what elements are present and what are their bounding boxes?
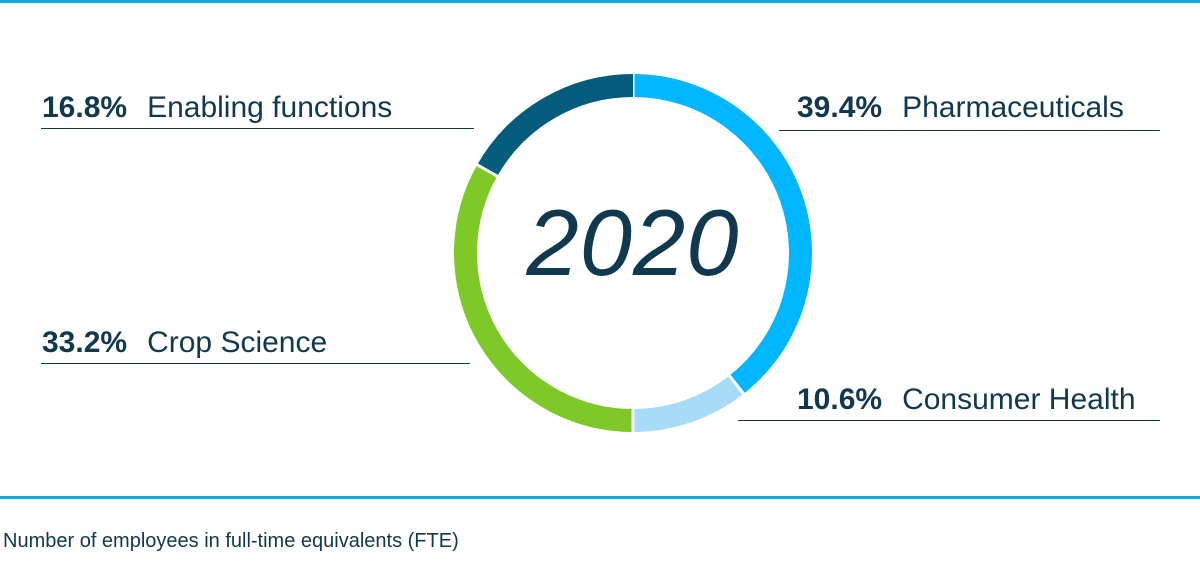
bottom-rule [0,496,1200,499]
slice-name-crop-science: Crop Science [147,326,328,359]
slice-name-consumer-health: Consumer Health [902,383,1136,416]
donut-slice-crop-science [454,164,634,432]
leader-line-pharmaceuticals [779,130,1160,131]
slice-label-enabling-functions: 16.8% Enabling functions [42,91,392,125]
slice-label-crop-science: 33.2% Crop Science [42,326,327,360]
donut-slice-consumer-health [632,375,744,432]
slice-separator [475,163,499,178]
center-year-label: 2020 [526,190,740,295]
slice-value-consumer-health: 10.6% [797,383,883,416]
slice-value-enabling-functions: 16.8% [42,91,128,124]
slice-name-pharmaceuticals: Pharmaceuticals [902,91,1124,124]
slice-name-enabling-functions: Enabling functions [147,91,393,124]
top-rule [0,0,1200,3]
slice-separator [727,373,746,396]
leader-line-enabling-functions [41,128,474,129]
donut-slice-enabling-functions [477,74,634,177]
chart-caption: Number of employees in full-time equival… [3,530,459,552]
leader-line-consumer-health [738,420,1160,421]
slice-label-consumer-health: 10.6% Consumer Health [797,383,1136,417]
donut-slice-pharmaceuticals [632,74,812,394]
slice-value-pharmaceuticals: 39.4% [797,91,883,124]
slice-label-pharmaceuticals: 39.4% Pharmaceuticals [797,91,1124,125]
slice-value-crop-science: 33.2% [42,326,128,359]
leader-line-crop-science [41,363,470,364]
